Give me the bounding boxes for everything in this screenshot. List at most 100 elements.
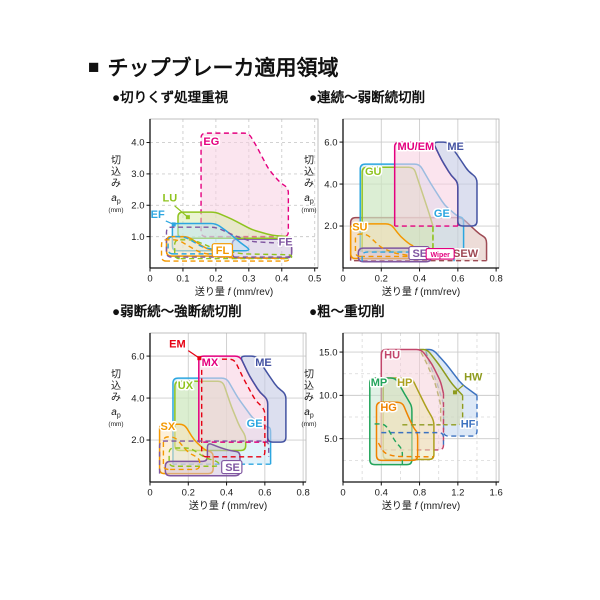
y-axis-title-char: 込 (111, 380, 121, 392)
y-axis-unit: (mm) (108, 421, 123, 428)
y-tick-label: 10.0 (319, 391, 338, 402)
x-tick-label: 0 (340, 274, 345, 285)
y-tick-label: 6.0 (131, 351, 144, 362)
x-tick-label: 0.8 (490, 274, 503, 285)
x-tick-label: 0.5 (308, 274, 321, 285)
x-axis-title: 送り量 f (mm/rev) (189, 499, 267, 512)
x-tick-label: 0.3 (242, 274, 255, 285)
region-label-MX: MX (202, 357, 219, 369)
region-SX-dashed (162, 436, 201, 471)
region-label-GE: GE (434, 208, 450, 220)
y-axis-title-char: 切 (111, 369, 121, 381)
x-tick-label: 0.8 (413, 488, 426, 499)
region-GE-dashed (361, 251, 455, 262)
x-tick-label: 0.6 (258, 488, 271, 499)
region-SE-dashed (158, 440, 270, 474)
chart-svg-continuous-light-interrupted: SEW GE GU SU SE MU/EM ME Wiper 0 0.2 0.4 0.6 0.8 2.0 4… (301, 118, 503, 298)
y-tick-label: 3.0 (131, 169, 144, 180)
y-tick-label: 1.0 (131, 232, 144, 243)
region-label-FE: FE (278, 236, 292, 248)
region-label-ME: ME (255, 357, 271, 369)
y-axis-unit: (mm) (301, 421, 316, 428)
region-label-SU: SU (352, 222, 367, 234)
x-tick-label: 0.4 (220, 488, 233, 499)
y-axis-title-char: 込 (304, 380, 314, 392)
badge-Wiper: Wiper (430, 252, 450, 259)
region-label-GE: GE (247, 418, 263, 430)
region-label-HF: HF (461, 418, 476, 430)
chart-canvas-rough-heavy: HF HW HU HP MP HG 0 0.4 0.8 1.2 1.6 5.0 10.0 15.0 送り量 … (288, 316, 520, 521)
region-label-box-SE (221, 459, 243, 475)
region-label-HG: HG (380, 402, 397, 414)
region-HG-dashed (377, 442, 434, 458)
y-tick-label: 6.0 (324, 137, 337, 148)
region-label-FL: FL (216, 245, 230, 257)
y-tick-label: 4.0 (131, 393, 144, 404)
y-axis-unit: (mm) (301, 207, 316, 214)
y-axis-title-char: み (304, 393, 314, 404)
region-label-MU/EM: MU/EM (398, 141, 435, 153)
chart-canvas-chip-disposal: EG FE LU EF FL 0 0.1 0.2 0.3 0.4 0.5 1.0 2.0 3.0 4.0 送り… (92, 102, 332, 307)
region-label-HP: HP (397, 377, 412, 389)
y-tick-label: 2.0 (131, 200, 144, 211)
region-label-SE: SE (412, 248, 427, 260)
x-tick-label: 0.2 (182, 488, 195, 499)
region-MP-dashed (374, 423, 404, 465)
leader-line-LU (174, 205, 189, 218)
y-axis-symbol: ap (304, 407, 314, 420)
region-EM (200, 358, 266, 458)
x-axis-title: 送り量 f (mm/rev) (382, 499, 460, 512)
chart-svg-rough-heavy: HF HW HU HP MP HG 0 0.4 0.8 1.2 1.6 5.0 10.0 15.0 送り量 … (301, 332, 503, 512)
x-axis-title: 送り量 f (mm/rev) (195, 285, 273, 298)
x-tick-label: 1.6 (490, 488, 503, 499)
y-tick-label: 2.0 (324, 221, 337, 232)
leader-marker-EF (171, 222, 176, 227)
y-axis-title-char: 切 (304, 369, 314, 381)
x-tick-label: 0.6 (451, 274, 464, 285)
page-title: ■ チップブレーカ適用領域 (88, 52, 338, 82)
region-label-HU: HU (384, 350, 400, 362)
region-EG (200, 132, 290, 238)
region-label-ME: ME (447, 141, 464, 153)
x-tick-label: 0.2 (375, 274, 388, 285)
chart-subtitle-continuous: ●連続～弱断続切削 (309, 90, 426, 105)
region-label-HW: HW (464, 372, 483, 384)
y-axis-title-char: 込 (304, 166, 314, 178)
region-label-GU: GU (365, 166, 382, 178)
y-axis-title-char: み (304, 179, 314, 190)
chart-subtitle-chip-disposal: ●切りくず処理重視 (112, 90, 229, 105)
chart-svg-chip-disposal: EG FE LU EF FL 0 0.1 0.2 0.3 0.4 0.5 1.0 2.0 3.0 4.0 送り… (108, 118, 321, 298)
y-axis-title-char: み (111, 179, 121, 190)
x-tick-label: 1.2 (451, 488, 464, 499)
leader-marker-EM (197, 356, 202, 361)
region-label-box-FL (211, 243, 234, 258)
chart-svg-light-heavy-interrupted: GE UX SX SE MX ME EM 0 0.2 0.4 0.6 0.8 2.0 4.0 6.0 送り量 … (108, 332, 310, 512)
region-label-EF: EF (151, 209, 165, 221)
y-tick-label: 2.0 (131, 435, 144, 446)
y-axis-symbol: ap (304, 193, 314, 206)
y-axis-title-char: 込 (111, 166, 121, 178)
region-ME (240, 355, 287, 443)
region-label-LU: LU (163, 192, 178, 204)
region-label-SE: SE (225, 462, 240, 474)
chart-canvas-interrupted: GE UX SX SE MX ME EM 0 0.2 0.4 0.6 0.8 2.0 4.0 6.0 送り量 … (92, 316, 324, 521)
chart-block-interrupted: ●弱断続～強断続切削 GE UX SX SE MX ME EM 0 0.2 0.4 0.6 0.8 2.… (92, 300, 324, 521)
x-tick-label: 0 (147, 274, 152, 285)
chart-block-continuous: ●連続～弱断続切削 SEW GE GU SU SE MU/EM ME Wiper 0 0.2 0.4… (288, 86, 520, 307)
region-FE-dashed (165, 226, 293, 258)
region-label-EM: EM (169, 338, 186, 350)
y-tick-label: 5.0 (324, 434, 337, 445)
y-tick-label: 15.0 (319, 347, 338, 358)
y-tick-label: 4.0 (131, 138, 144, 149)
y-axis-symbol: ap (111, 193, 121, 206)
chart-subtitle-interrupted: ●弱断続～強断続切削 (112, 304, 242, 319)
region-label-EG: EG (203, 136, 219, 148)
y-axis-title-char: 切 (304, 155, 314, 167)
region-label-SX: SX (161, 421, 176, 433)
region-ME (433, 141, 478, 227)
leader-marker-LU (185, 215, 190, 220)
x-tick-label: 0.8 (297, 488, 310, 499)
region-SU-dashed (354, 233, 410, 258)
y-axis-title-char: み (111, 393, 121, 404)
